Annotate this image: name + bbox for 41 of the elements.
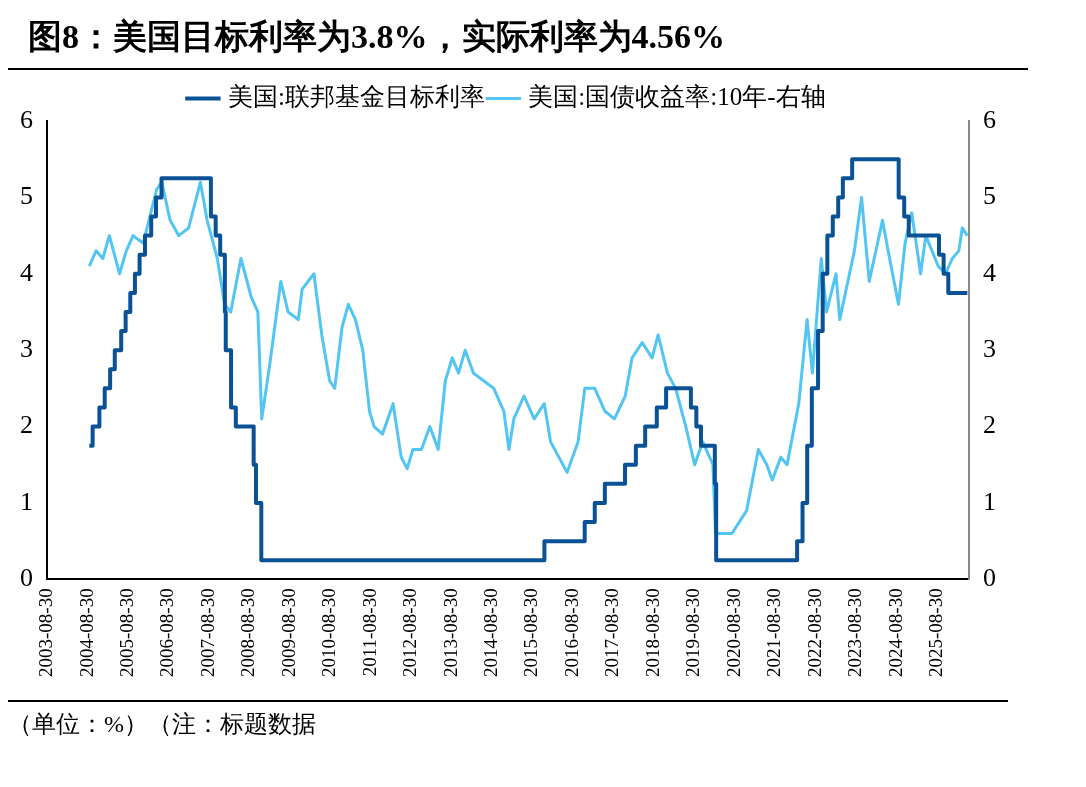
x-tick-label: 2013-08-30 xyxy=(439,588,461,677)
x-tick-label: 2007-08-30 xyxy=(196,588,218,677)
x-tick-label: 2019-08-30 xyxy=(682,588,704,677)
y2-tick-label: 1 xyxy=(983,486,996,516)
x-tick-label: 2022-08-30 xyxy=(803,588,825,677)
x-tick-label: 2004-08-30 xyxy=(75,588,97,677)
x-tick-label: 2012-08-30 xyxy=(399,588,421,677)
y-tick-label: 0 xyxy=(20,563,33,593)
y-tick-label: 5 xyxy=(20,181,33,211)
y2-tick-label: 4 xyxy=(983,257,996,287)
y2-tick-label: 5 xyxy=(983,181,996,211)
x-tick-label: 2011-08-30 xyxy=(358,588,380,677)
y-tick-label: 4 xyxy=(20,257,33,287)
x-tick-label: 2005-08-30 xyxy=(115,588,137,677)
x-tick-label: 2015-08-30 xyxy=(520,588,542,677)
x-tick-label: 2020-08-30 xyxy=(722,588,744,677)
x-tick-label: 2003-08-30 xyxy=(34,588,56,677)
x-tick-label: 2018-08-30 xyxy=(641,588,663,677)
y2-tick-label: 3 xyxy=(983,334,996,363)
x-tick-label: 2021-08-30 xyxy=(763,588,785,677)
y-tick-label: 6 xyxy=(20,104,33,134)
x-tick-label: 2016-08-30 xyxy=(560,588,582,677)
x-tick-label: 2024-08-30 xyxy=(884,588,906,677)
legend-label: 美国:联邦基金目标利率 xyxy=(227,83,485,111)
x-tick-label: 2017-08-30 xyxy=(601,588,623,677)
x-tick-label: 2008-08-30 xyxy=(237,588,259,677)
y-tick-label: 1 xyxy=(20,486,33,516)
legend-label: 美国:国债收益率:10年-右轴 xyxy=(528,83,826,111)
y2-tick-label: 6 xyxy=(983,104,996,134)
y-tick-label: 3 xyxy=(20,334,33,363)
y2-tick-label: 0 xyxy=(983,563,996,593)
x-tick-label: 2025-08-30 xyxy=(924,588,946,677)
x-tick-label: 2010-08-30 xyxy=(318,588,340,677)
x-tick-label: 2009-08-30 xyxy=(277,588,299,677)
y2-tick-label: 2 xyxy=(983,410,996,440)
chart-title: 图8：美国目标利率为3.8%，实际利率为4.56% xyxy=(8,8,1028,70)
x-tick-label: 2014-08-30 xyxy=(479,588,501,677)
y-tick-label: 2 xyxy=(20,410,33,440)
x-tick-label: 2006-08-30 xyxy=(156,588,178,677)
text: （单位：%）（注：标题数据 xyxy=(8,710,317,739)
x-tick-label: 2023-08-30 xyxy=(844,588,866,677)
